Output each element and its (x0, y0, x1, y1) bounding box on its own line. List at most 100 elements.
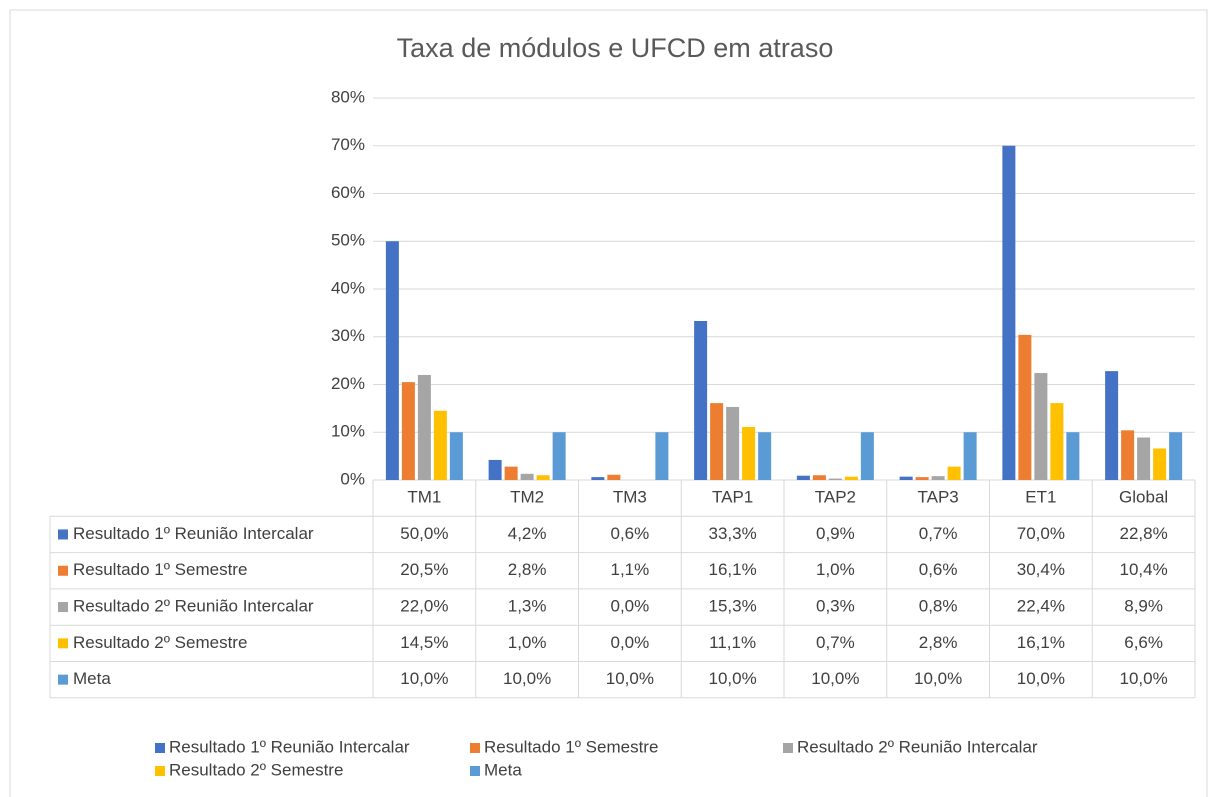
bar (1105, 371, 1119, 480)
bar (1034, 373, 1048, 480)
bar (417, 374, 431, 480)
y-tick-label: 60% (331, 183, 365, 202)
legend-label: Meta (484, 760, 522, 779)
table-cell: 10,0% (709, 669, 757, 688)
bar (488, 459, 502, 480)
legend-key (783, 743, 793, 753)
table-cell: 2,8% (508, 560, 547, 579)
y-tick-label: 20% (331, 374, 365, 393)
table-cell: 70,0% (1017, 524, 1065, 543)
table-cell: 11,1% (709, 633, 756, 652)
legend-label: Resultado 2º Semestre (169, 760, 343, 779)
table-cell: 20,5% (400, 560, 448, 579)
bar (899, 476, 913, 480)
bar (1153, 448, 1167, 480)
table-row-label: Resultado 2º Reunião Intercalar (73, 597, 314, 616)
x-tick-label: TM1 (407, 488, 441, 507)
bar (963, 432, 977, 480)
bar (1137, 437, 1151, 480)
y-tick-label: 30% (331, 326, 365, 345)
legend-key (155, 743, 165, 753)
bar (1018, 334, 1032, 480)
bar (607, 474, 621, 480)
y-tick-label: 70% (331, 135, 365, 154)
table-row-label: Meta (73, 669, 111, 688)
bar (860, 432, 874, 480)
bar (536, 475, 550, 480)
table-cell: 22,4% (1017, 597, 1065, 616)
table-cell: 0,0% (611, 597, 650, 616)
table-cell: 10,0% (503, 669, 551, 688)
bar (1050, 403, 1064, 480)
table-cell: 1,1% (611, 560, 650, 579)
table-row-label: Resultado 1º Semestre (73, 560, 247, 579)
bar (915, 477, 929, 480)
bar (726, 406, 740, 480)
bar (812, 475, 826, 480)
table-cell: 16,1% (1017, 633, 1065, 652)
x-tick-label: TM3 (613, 488, 647, 507)
bar (742, 426, 756, 480)
bar (401, 382, 415, 480)
table-cell: 0,6% (919, 560, 958, 579)
x-tick-label: Global (1119, 488, 1168, 507)
legend-key (470, 766, 480, 776)
legend-label: Resultado 1º Semestre (484, 737, 658, 756)
y-tick-label: 0% (340, 469, 365, 488)
bar (1002, 145, 1016, 480)
x-tick-label: TAP2 (815, 488, 856, 507)
table-cell: 0,7% (816, 633, 855, 652)
table-cell: 1,0% (508, 633, 547, 652)
bar (1066, 432, 1080, 480)
table-cell: 8,9% (1124, 597, 1163, 616)
table-cell: 14,5% (400, 633, 448, 652)
y-tick-label: 10% (331, 422, 365, 441)
table-cell: 1,0% (816, 560, 855, 579)
x-tick-label: TAP3 (917, 488, 958, 507)
bar (655, 432, 669, 480)
table-cell: 0,0% (611, 633, 650, 652)
table-cell: 2,8% (919, 633, 958, 652)
legend-key (58, 638, 68, 649)
bar (694, 320, 708, 480)
table-cell: 16,1% (709, 560, 757, 579)
table-cell: 15,3% (709, 597, 757, 616)
table-row-label: Resultado 2º Semestre (73, 633, 247, 652)
bar (844, 476, 858, 480)
bar (1121, 430, 1135, 480)
bar (710, 403, 724, 480)
bar (796, 475, 810, 480)
bar (947, 466, 961, 480)
table-cell: 33,3% (709, 524, 757, 543)
table-cell: 30,4% (1017, 560, 1065, 579)
table-cell: 0,6% (611, 524, 650, 543)
bar (433, 410, 447, 480)
table-row-label: Resultado 1º Reunião Intercalar (73, 524, 314, 543)
table-cell: 22,8% (1120, 524, 1168, 543)
table-cell: 0,3% (816, 597, 855, 616)
y-tick-label: 50% (331, 231, 365, 250)
bar (385, 241, 399, 480)
bar (504, 466, 518, 480)
bar (931, 476, 945, 480)
table-cell: 10,0% (400, 669, 448, 688)
bar (449, 432, 463, 480)
table-cell: 10,0% (1017, 669, 1065, 688)
table-cell: 50,0% (400, 524, 448, 543)
chart-title: Taxa de módulos e UFCD em atraso (397, 33, 834, 63)
table-cell: 10,0% (606, 669, 654, 688)
x-tick-label: TAP1 (712, 488, 753, 507)
legend-key (58, 565, 68, 576)
legend-key (58, 602, 68, 613)
bar (1169, 432, 1183, 480)
y-tick-label: 40% (331, 278, 365, 297)
y-tick-label: 80% (331, 87, 365, 106)
bar (758, 432, 772, 480)
table-cell: 4,2% (508, 524, 547, 543)
bar (520, 473, 534, 480)
table-cell: 0,7% (919, 524, 958, 543)
x-tick-label: ET1 (1025, 488, 1056, 507)
bar (591, 477, 605, 480)
legend-key (58, 674, 68, 685)
